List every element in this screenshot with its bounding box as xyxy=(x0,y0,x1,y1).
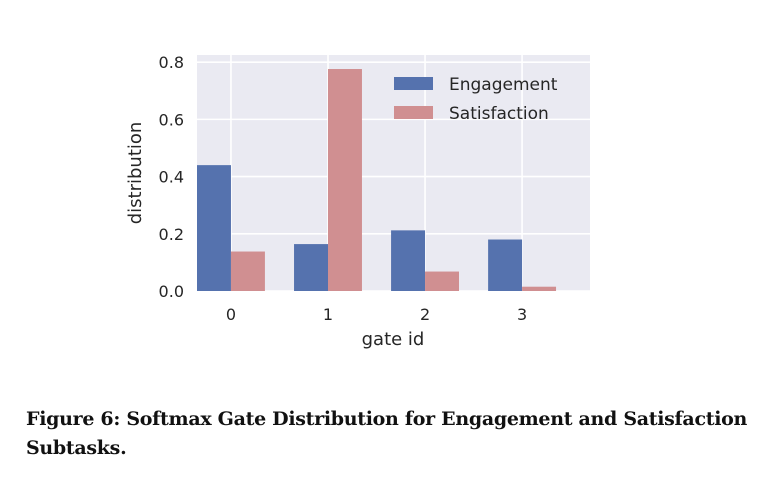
x-tick-label: 1 xyxy=(323,305,333,324)
bar-engagement-2 xyxy=(391,230,426,291)
x-tick-label: 3 xyxy=(517,305,527,324)
bar-engagement-0 xyxy=(197,165,231,291)
y-tick-label: 0.8 xyxy=(159,53,184,72)
y-tick-labels: 0.0 0.2 0.4 0.6 0.8 xyxy=(159,53,184,301)
bar-satisfaction-1 xyxy=(328,69,362,291)
bar-chart: 0.0 0.2 0.4 0.6 0.8 0 1 2 3 gate id distributio… xyxy=(125,53,590,350)
bar-engagement-3 xyxy=(488,239,523,291)
y-tick-label: 0.2 xyxy=(159,225,184,244)
y-tick-label: 0.0 xyxy=(159,282,184,301)
legend-label-satisfaction: Satisfaction xyxy=(449,104,549,124)
legend: Engagement Satisfaction xyxy=(394,75,558,124)
bar-engagement-1 xyxy=(294,244,328,291)
legend-label-engagement: Engagement xyxy=(449,75,558,95)
legend-swatch-satisfaction xyxy=(394,106,433,119)
y-axis-label: distribution xyxy=(125,122,146,225)
x-tick-labels: 0 1 2 3 xyxy=(226,305,527,324)
figure-caption: Figure 6: Softmax Gate Distribution for … xyxy=(26,408,747,459)
x-tick-label: 2 xyxy=(420,305,430,324)
y-tick-label: 0.6 xyxy=(159,110,184,129)
bar-satisfaction-3 xyxy=(522,286,557,291)
bars xyxy=(197,69,557,291)
bar-satisfaction-0 xyxy=(230,251,265,291)
legend-swatch-engagement xyxy=(394,77,433,90)
bar-satisfaction-2 xyxy=(425,271,459,291)
y-tick-label: 0.4 xyxy=(159,168,184,187)
x-axis-label: gate id xyxy=(362,329,425,350)
x-tick-label: 0 xyxy=(226,305,236,324)
